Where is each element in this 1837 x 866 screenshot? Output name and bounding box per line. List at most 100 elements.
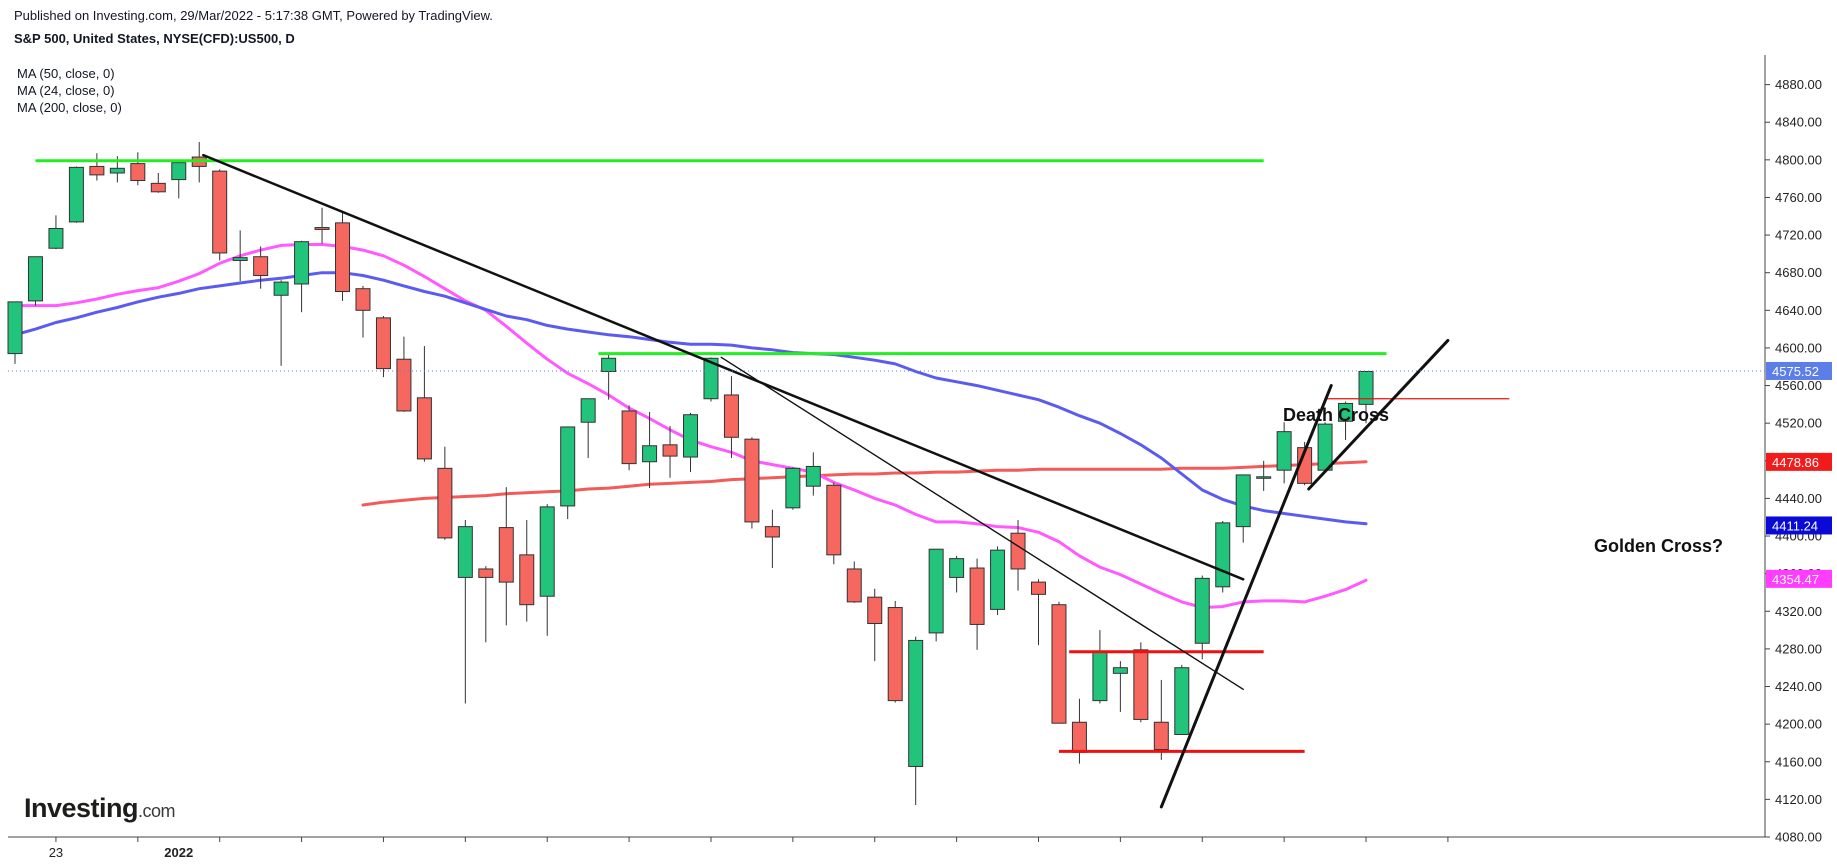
candle bbox=[1235, 474, 1251, 543]
price-tick-label: 4200.00 bbox=[1775, 717, 1822, 732]
candle-body-up bbox=[1358, 370, 1374, 405]
candle-body-down bbox=[662, 444, 678, 457]
candle-body-up bbox=[683, 414, 699, 458]
candle bbox=[887, 600, 903, 703]
symbol-title[interactable]: S&P 500, United States, NYSE(CFD):US500,… bbox=[14, 31, 295, 46]
candle-body-down bbox=[744, 438, 760, 523]
candle-body-up bbox=[27, 256, 43, 302]
candle bbox=[1051, 601, 1067, 724]
candle bbox=[703, 357, 719, 402]
candle bbox=[1256, 460, 1272, 491]
candle-body-up bbox=[1317, 423, 1333, 471]
candle-body-down bbox=[130, 163, 146, 182]
candle-body-down bbox=[355, 288, 371, 311]
price-tick-label: 4280.00 bbox=[1775, 641, 1822, 656]
candle bbox=[785, 467, 801, 510]
candle bbox=[314, 207, 330, 244]
indicator-ma200[interactable]: MA (200, close, 0) bbox=[17, 100, 122, 115]
price-tick-label: 4840.00 bbox=[1775, 115, 1822, 130]
price-tick-label: 4080.00 bbox=[1775, 830, 1822, 845]
investing-logo[interactable]: Investing.com bbox=[24, 793, 176, 824]
price-tick-label: 4880.00 bbox=[1775, 77, 1822, 92]
uptrend-line-steep bbox=[1159, 384, 1333, 809]
candle bbox=[416, 346, 432, 462]
candle bbox=[1112, 661, 1128, 712]
candle bbox=[744, 437, 760, 529]
ma50-line bbox=[13, 271, 1368, 526]
candle-body-down bbox=[1133, 649, 1149, 720]
candle-body-down bbox=[1153, 721, 1169, 751]
candle bbox=[1153, 679, 1169, 760]
candle-body-up bbox=[1256, 476, 1272, 479]
candle bbox=[949, 555, 965, 593]
candle bbox=[560, 426, 576, 520]
candle bbox=[1276, 422, 1292, 484]
candle-body-up bbox=[232, 257, 248, 261]
logo-main: Investing bbox=[24, 793, 139, 823]
candle bbox=[1133, 642, 1149, 723]
price-tick-label: 4120.00 bbox=[1775, 792, 1822, 807]
candle-body-up bbox=[171, 162, 187, 181]
price-tick-label: 4560.00 bbox=[1775, 378, 1822, 393]
candle bbox=[355, 285, 371, 338]
time-tick-label: 2022 bbox=[164, 845, 193, 860]
candle bbox=[27, 256, 43, 306]
candle-body-up bbox=[908, 639, 924, 767]
downtrend-line-main bbox=[202, 153, 1245, 581]
candle bbox=[990, 546, 1006, 616]
candle bbox=[335, 211, 351, 301]
candle-body-up bbox=[785, 467, 801, 509]
candle-body-down bbox=[764, 526, 780, 538]
candle-body-down bbox=[335, 222, 351, 293]
price-tag bbox=[1766, 569, 1832, 588]
candle-body-down bbox=[437, 467, 453, 539]
candle-body-down bbox=[1071, 721, 1087, 753]
price-tick-label: 4240.00 bbox=[1775, 679, 1822, 694]
price-tag-label: 4411.24 bbox=[1772, 518, 1818, 533]
candle-body-up bbox=[703, 357, 719, 400]
candle-body-down bbox=[478, 568, 494, 578]
published-note: Published on Investing.com, 29/Mar/2022 … bbox=[14, 8, 493, 23]
candle bbox=[601, 352, 617, 400]
candle bbox=[437, 446, 453, 540]
price-tick-label: 4680.00 bbox=[1775, 265, 1822, 280]
price-tick-label: 4720.00 bbox=[1775, 228, 1822, 243]
candle bbox=[1071, 698, 1087, 764]
candle bbox=[7, 301, 23, 364]
candle-body-up bbox=[109, 167, 125, 174]
candle bbox=[662, 426, 678, 478]
candle bbox=[621, 405, 637, 471]
candle bbox=[826, 482, 842, 565]
candle-body-up bbox=[539, 506, 555, 597]
price-tick-label: 4160.00 bbox=[1775, 754, 1822, 769]
candle-body-down bbox=[519, 554, 535, 606]
candle bbox=[68, 166, 84, 223]
indicator-ma50[interactable]: MA (50, close, 0) bbox=[17, 66, 115, 81]
candle-body-up bbox=[48, 227, 64, 249]
candle-body-up bbox=[1092, 651, 1108, 702]
candle-body-up bbox=[990, 549, 1006, 610]
candle bbox=[867, 588, 883, 662]
candle bbox=[396, 336, 412, 412]
candle-body-down bbox=[150, 182, 166, 193]
candle bbox=[1338, 401, 1354, 441]
candle bbox=[1215, 520, 1231, 593]
candle bbox=[1317, 422, 1333, 472]
price-tag bbox=[1766, 452, 1832, 471]
candle bbox=[1031, 579, 1046, 646]
candle-body-up bbox=[601, 357, 617, 372]
candle-body-up bbox=[928, 548, 944, 634]
candle-body-up bbox=[949, 558, 965, 578]
candle-body-down bbox=[1010, 532, 1026, 570]
price-tick-label: 4760.00 bbox=[1775, 190, 1822, 205]
candle bbox=[150, 173, 166, 193]
candle-body-down bbox=[846, 568, 862, 603]
drawn-lines bbox=[8, 153, 1765, 809]
indicator-ma24[interactable]: MA (24, close, 0) bbox=[17, 83, 115, 98]
candle-body-down bbox=[498, 527, 514, 583]
candle bbox=[519, 520, 535, 622]
candle-body-down bbox=[396, 358, 412, 412]
price-tick-label: 4800.00 bbox=[1775, 152, 1822, 167]
candle bbox=[764, 509, 780, 569]
